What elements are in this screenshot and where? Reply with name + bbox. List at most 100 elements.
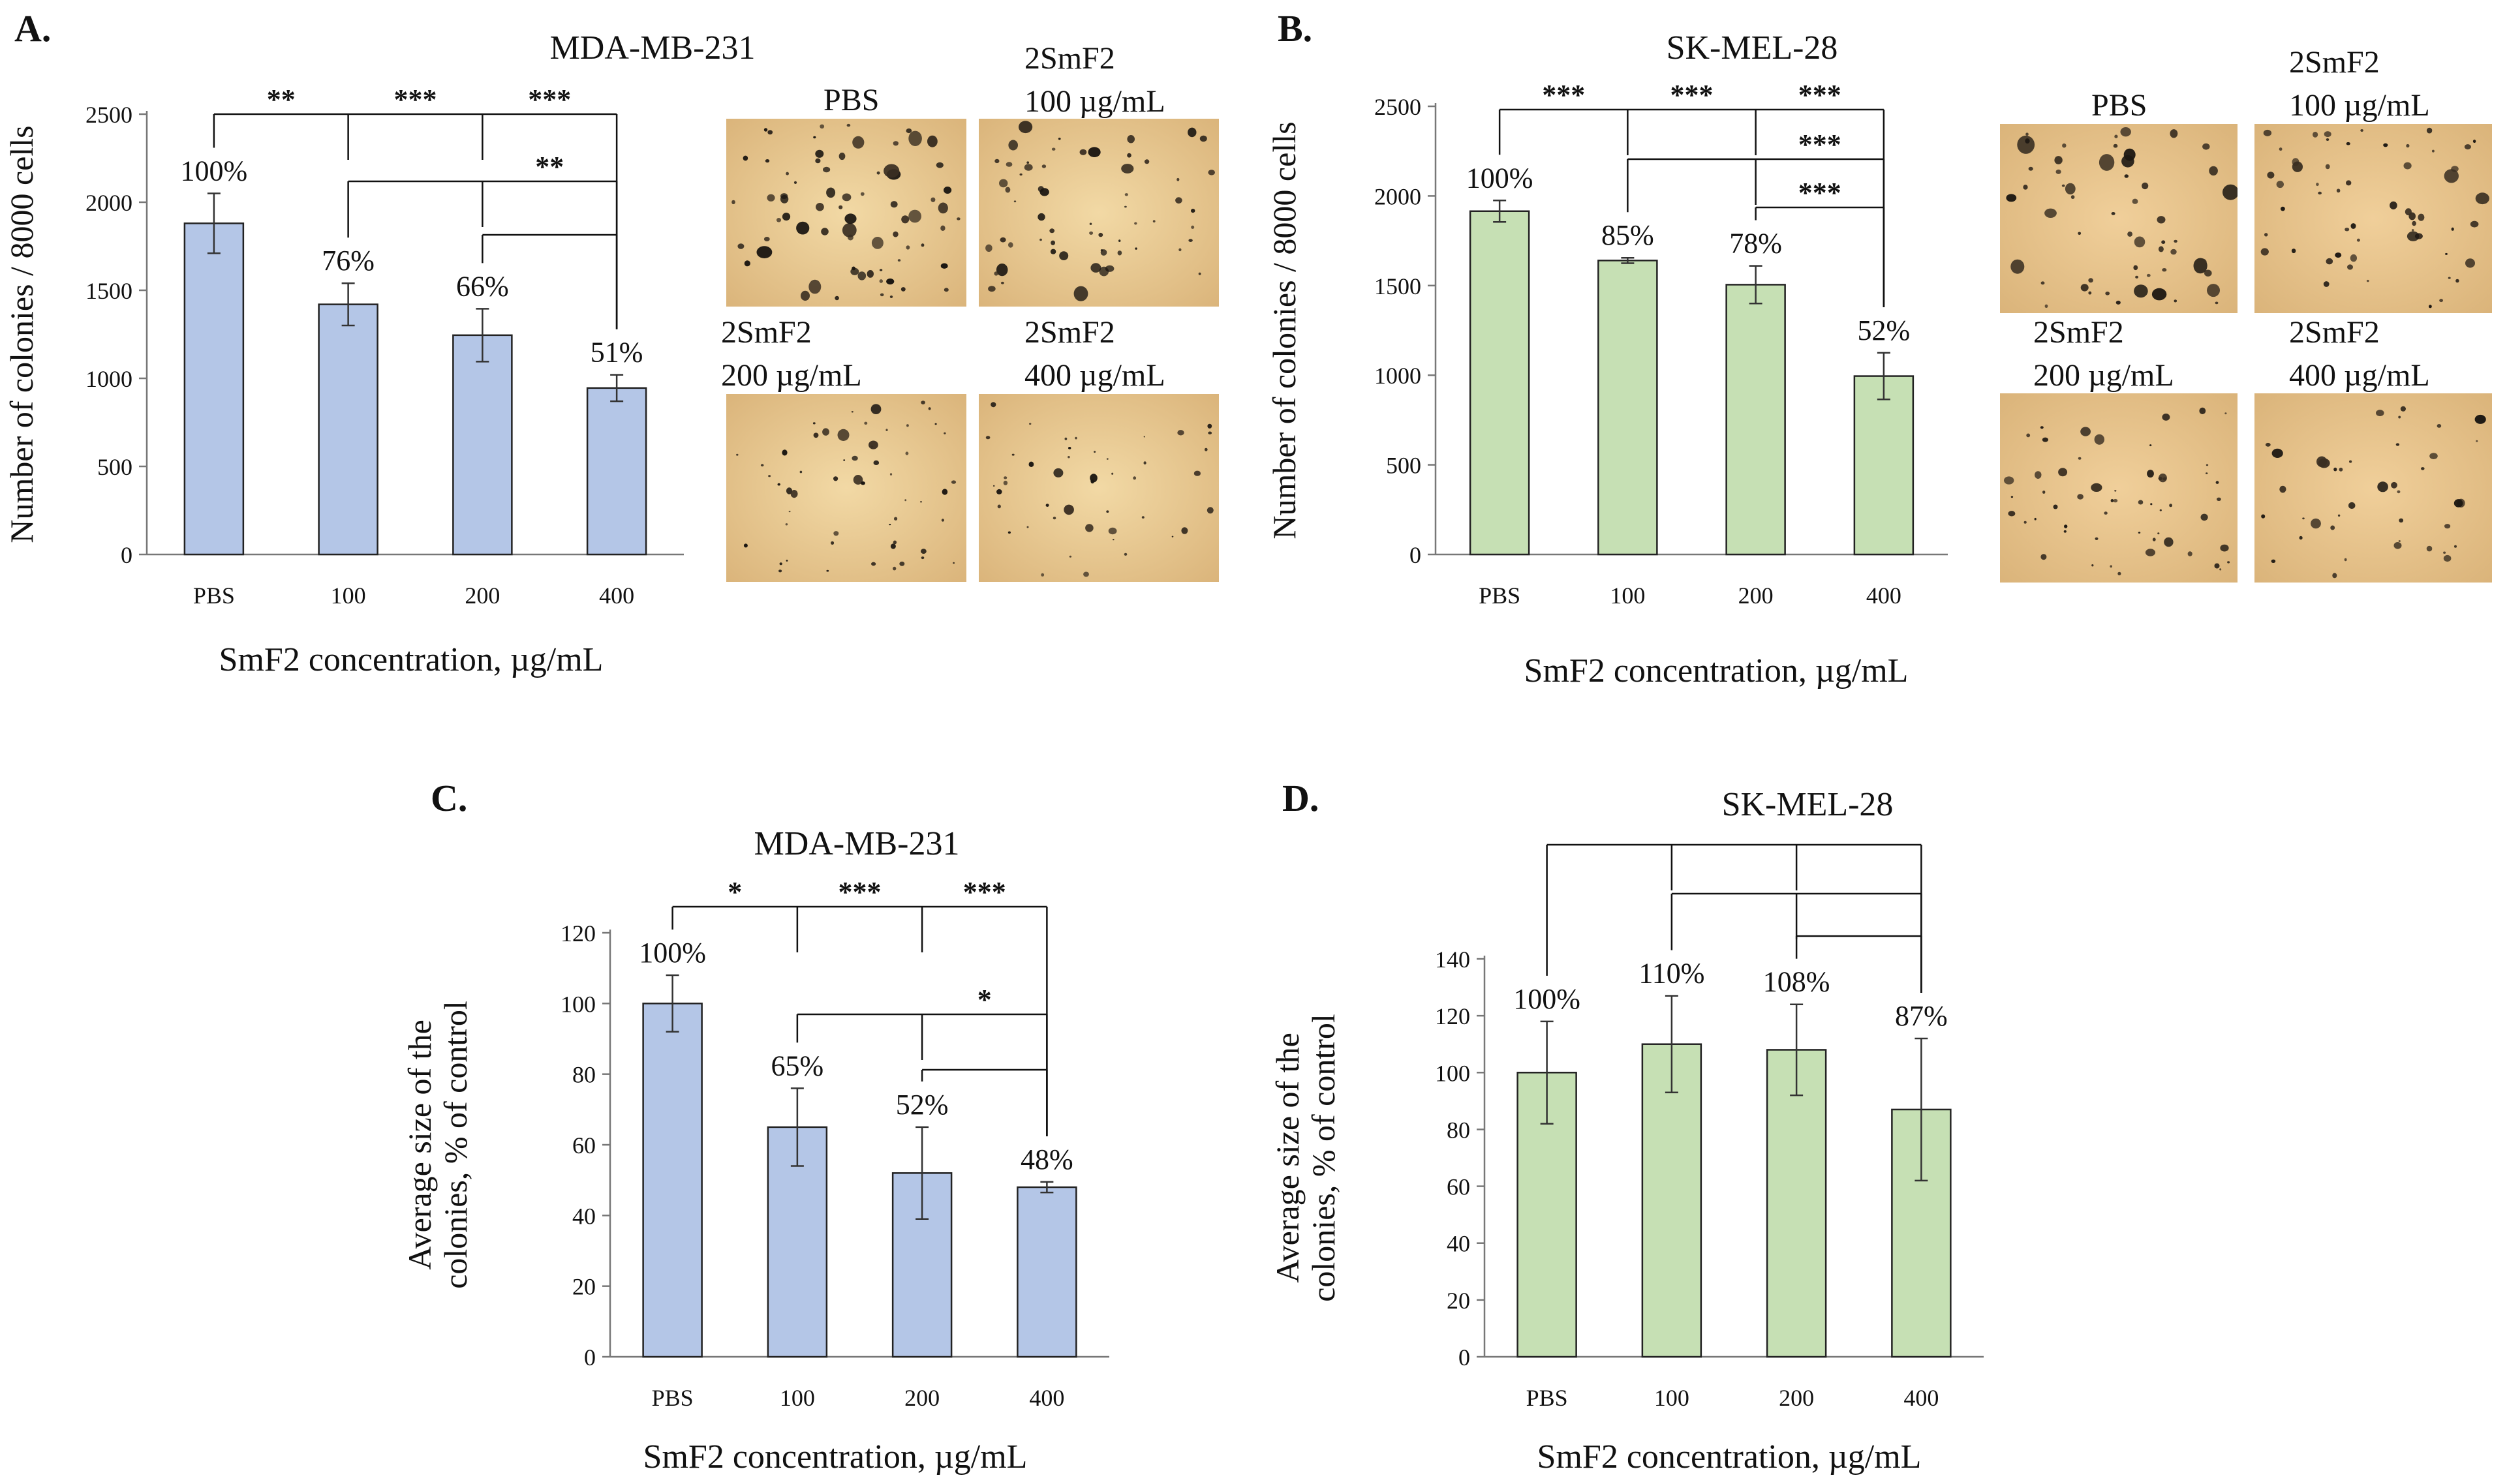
colony-dot [1028, 461, 1034, 467]
colony-dot [991, 402, 996, 408]
data-label-c-0: 100% [639, 937, 706, 969]
colony-dot [2135, 275, 2139, 279]
colony-dot [1111, 472, 1114, 475]
y-tick-label-d: 60 [1447, 1174, 1470, 1200]
colony-dot [1006, 162, 1013, 167]
colony-dot [893, 141, 899, 146]
colony-dot [1085, 524, 1094, 532]
micro-label-b-pbs: PBS [2091, 88, 2147, 123]
colony-dot [1198, 272, 1201, 275]
colony-dot [906, 245, 910, 250]
colony-dot [1064, 437, 1068, 440]
sig-stars-c-0-1: *** [838, 876, 882, 908]
micrograph-image [726, 119, 966, 307]
colony-dot [2399, 518, 2404, 522]
colony-dot [1051, 240, 1055, 245]
micrograph-image [2254, 124, 2492, 313]
bar-a-3 [586, 387, 647, 556]
colony-dot [2209, 166, 2218, 176]
colony-dot [835, 295, 839, 301]
colony-dot [2324, 131, 2331, 138]
colony-dot [2034, 517, 2037, 521]
colony-dot [2123, 148, 2136, 161]
colony-dot [944, 432, 946, 434]
y-tick-label-d: 120 [1435, 1003, 1470, 1029]
colony-dot [2429, 453, 2438, 459]
colony-dot [985, 244, 992, 252]
colony-dot [873, 460, 880, 465]
colony-dot [2391, 481, 2397, 489]
colony-dot [893, 540, 897, 545]
colony-dot [1050, 249, 1056, 254]
colony-dot [906, 128, 912, 134]
colony-dot [1045, 504, 1049, 507]
colony-dot [2325, 164, 2330, 170]
colony-dot [2120, 127, 2131, 137]
colony-dot [2476, 440, 2478, 442]
colony-dot [852, 455, 858, 461]
category-label-c-1: 100 [780, 1385, 815, 1411]
colony-dot [934, 423, 937, 425]
colony-dot [2323, 281, 2330, 287]
colony-dot [2350, 254, 2358, 262]
chart-b: SK-MEL-28 0 500 1000 1500 2000 2500 Number of c… [1266, 29, 1948, 689]
colony-dot [994, 159, 1000, 164]
colony-dot [767, 194, 775, 202]
colony-dot [2008, 511, 2016, 517]
colony-dot [2202, 143, 2210, 150]
sig-stars-b-1-1: *** [1798, 129, 1841, 160]
colony-dot [1011, 453, 1015, 456]
colony-dot [869, 440, 878, 449]
bar-d-1 [1641, 1043, 1702, 1358]
colony-dot [2261, 514, 2266, 519]
colony-dot [908, 209, 921, 223]
colony-dot [2162, 268, 2167, 272]
x-axis-label-c: SmF2 concentration, µg/mL [643, 1438, 1028, 1476]
y-tick-label-c: 80 [572, 1062, 596, 1088]
colony-dot [2162, 414, 2170, 421]
colony-dot [2095, 537, 2099, 540]
colony-dot [1058, 138, 1061, 140]
micro-label-b-100-line1: 2SmF2 [2289, 45, 2380, 80]
colony-dot [2453, 499, 2463, 507]
colony-dot [1106, 458, 1109, 460]
colony-dot [2326, 258, 2333, 265]
colony-dot [2064, 524, 2068, 528]
y-tick-label-b: 0 [1409, 542, 1421, 568]
colony-dot [2149, 444, 2152, 447]
colony-dot [767, 130, 773, 135]
colony-dot [2347, 264, 2353, 270]
colony-dot [2227, 561, 2230, 564]
colony-dot [2474, 414, 2486, 424]
colony-dot [786, 487, 793, 494]
colony-dot [927, 135, 938, 147]
data-label-d-2: 108% [1763, 966, 1830, 998]
chart-title-b: SK-MEL-28 [1667, 29, 1838, 67]
x-axis-label-b: SmF2 concentration, µg/mL [1524, 652, 1909, 689]
colony-dot [1089, 222, 1092, 225]
colony-dot [1059, 251, 1069, 260]
colony-dot [2170, 249, 2177, 255]
data-label-d-1: 110% [1638, 958, 1704, 990]
colony-dot [2206, 472, 2208, 474]
colony-dot [1127, 153, 1131, 158]
colony-dot [2302, 517, 2305, 520]
colony-dot [2360, 129, 2363, 132]
colony-dot [2063, 530, 2067, 533]
colony-dot [2010, 496, 2014, 498]
colony-dot [931, 197, 936, 202]
y-tick-label-d: 40 [1447, 1231, 1470, 1257]
colony-dot [2356, 238, 2360, 242]
micrograph-a-100 [979, 119, 1219, 307]
colony-dot [867, 270, 874, 278]
colony-dot [1188, 239, 1193, 242]
colony-dot [1041, 164, 1047, 168]
colony-dot [1124, 553, 1128, 556]
category-label-a-3: 400 [599, 583, 634, 609]
panel-letter-c: C. [431, 777, 468, 819]
colony-dot [2099, 154, 2115, 171]
colony-dot [2134, 284, 2148, 298]
colony-dot [2444, 169, 2459, 183]
colony-dot [1124, 193, 1128, 196]
